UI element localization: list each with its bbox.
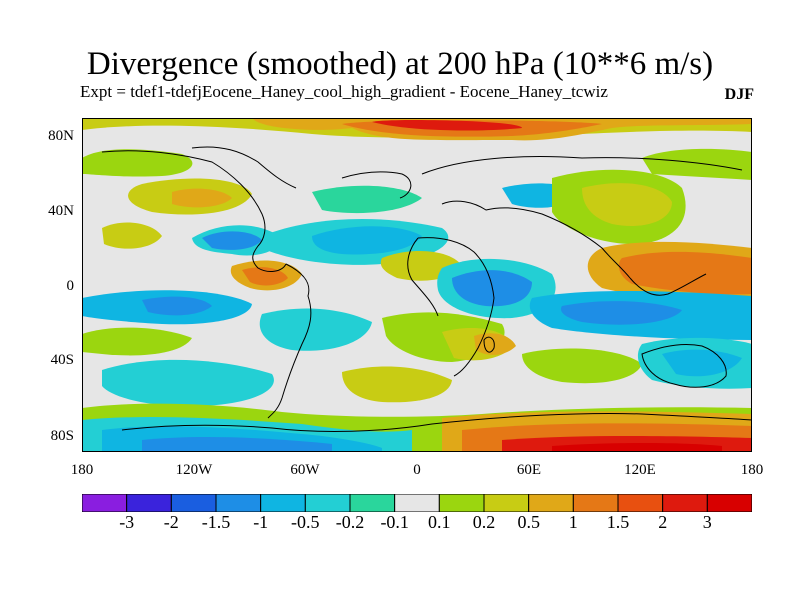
lon-label-180e: 180 <box>740 462 764 478</box>
colorbar-label: 1 <box>568 512 578 532</box>
map-title: Divergence (smoothed) at 200 hPa (10**6 … <box>86 46 714 82</box>
lon-label-120e: 120E <box>624 462 656 478</box>
colorbar-label: -3 <box>119 512 135 532</box>
lon-label-180w: 180 <box>70 462 94 478</box>
lon-label-60w: 60W <box>290 462 320 478</box>
colorbar-swatch <box>82 494 128 512</box>
colorbar-swatch <box>438 494 485 512</box>
colorbar-label: 0.1 <box>428 512 451 532</box>
colorbar-label: -1.5 <box>201 512 231 532</box>
map-frame <box>82 118 752 452</box>
colorbar-swatch <box>483 494 530 512</box>
colorbar-label: 2 <box>658 512 668 532</box>
season-label: DJF <box>724 86 754 103</box>
colorbar-swatch <box>394 494 440 512</box>
colorbar-label: -0.1 <box>380 512 409 532</box>
lon-label-60e: 60E <box>516 462 542 478</box>
colorbar-swatch <box>126 494 172 512</box>
divergence-contours <box>82 118 752 452</box>
colorbar-label: -2 <box>163 512 179 532</box>
continent-outlines <box>101 146 752 432</box>
colorbar-label: 3 <box>702 512 712 532</box>
colorbar-swatch <box>304 494 351 512</box>
lat-label-0: 0 <box>66 278 75 294</box>
colorbar-swatch <box>170 494 217 512</box>
colorbar-swatch <box>706 494 752 512</box>
colorbar-swatch <box>260 494 306 512</box>
colorbar-swatch <box>662 494 708 512</box>
divergence-map <box>82 118 752 452</box>
colorbar-label: 0.5 <box>517 512 540 532</box>
lat-label-80s: 80S <box>50 428 74 444</box>
lat-label-40n: 40N <box>48 203 74 219</box>
colorbar-swatch <box>528 494 574 512</box>
lon-label-120w: 120W <box>175 462 213 478</box>
colorbar-label: -1 <box>253 512 269 532</box>
experiment-subtitle: Expt = tdef1-tdefjEocene_Haney_cool_high… <box>80 82 608 101</box>
colorbar <box>82 494 752 512</box>
lat-label-40s: 40S <box>50 352 74 368</box>
colorbar-label: -0.5 <box>291 512 320 532</box>
colorbar-label: -0.2 <box>335 512 365 532</box>
lon-label-0: 0 <box>413 462 421 478</box>
lat-label-80n: 80N <box>48 128 74 144</box>
colorbar-swatch <box>215 494 262 512</box>
colorbar-swatch <box>349 494 396 512</box>
colorbar-label: 1.5 <box>606 512 630 532</box>
colorbar-swatch <box>572 494 619 512</box>
colorbar-label: 0.2 <box>472 512 496 532</box>
colorbar-swatch <box>617 494 664 512</box>
